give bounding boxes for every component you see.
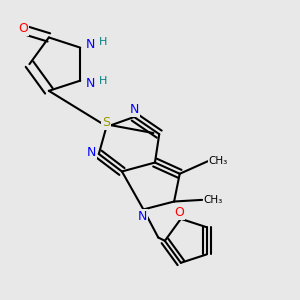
Text: N: N [138,210,147,223]
Text: N: N [87,146,96,159]
Text: N: N [86,77,95,90]
Text: CH₃: CH₃ [209,156,228,166]
Text: O: O [19,22,28,35]
Text: CH₃: CH₃ [203,195,222,205]
Text: N: N [86,38,95,51]
Text: O: O [174,206,184,219]
Text: S: S [102,116,110,129]
Text: N: N [130,103,140,116]
Text: H: H [98,76,107,86]
Text: H: H [98,37,107,47]
